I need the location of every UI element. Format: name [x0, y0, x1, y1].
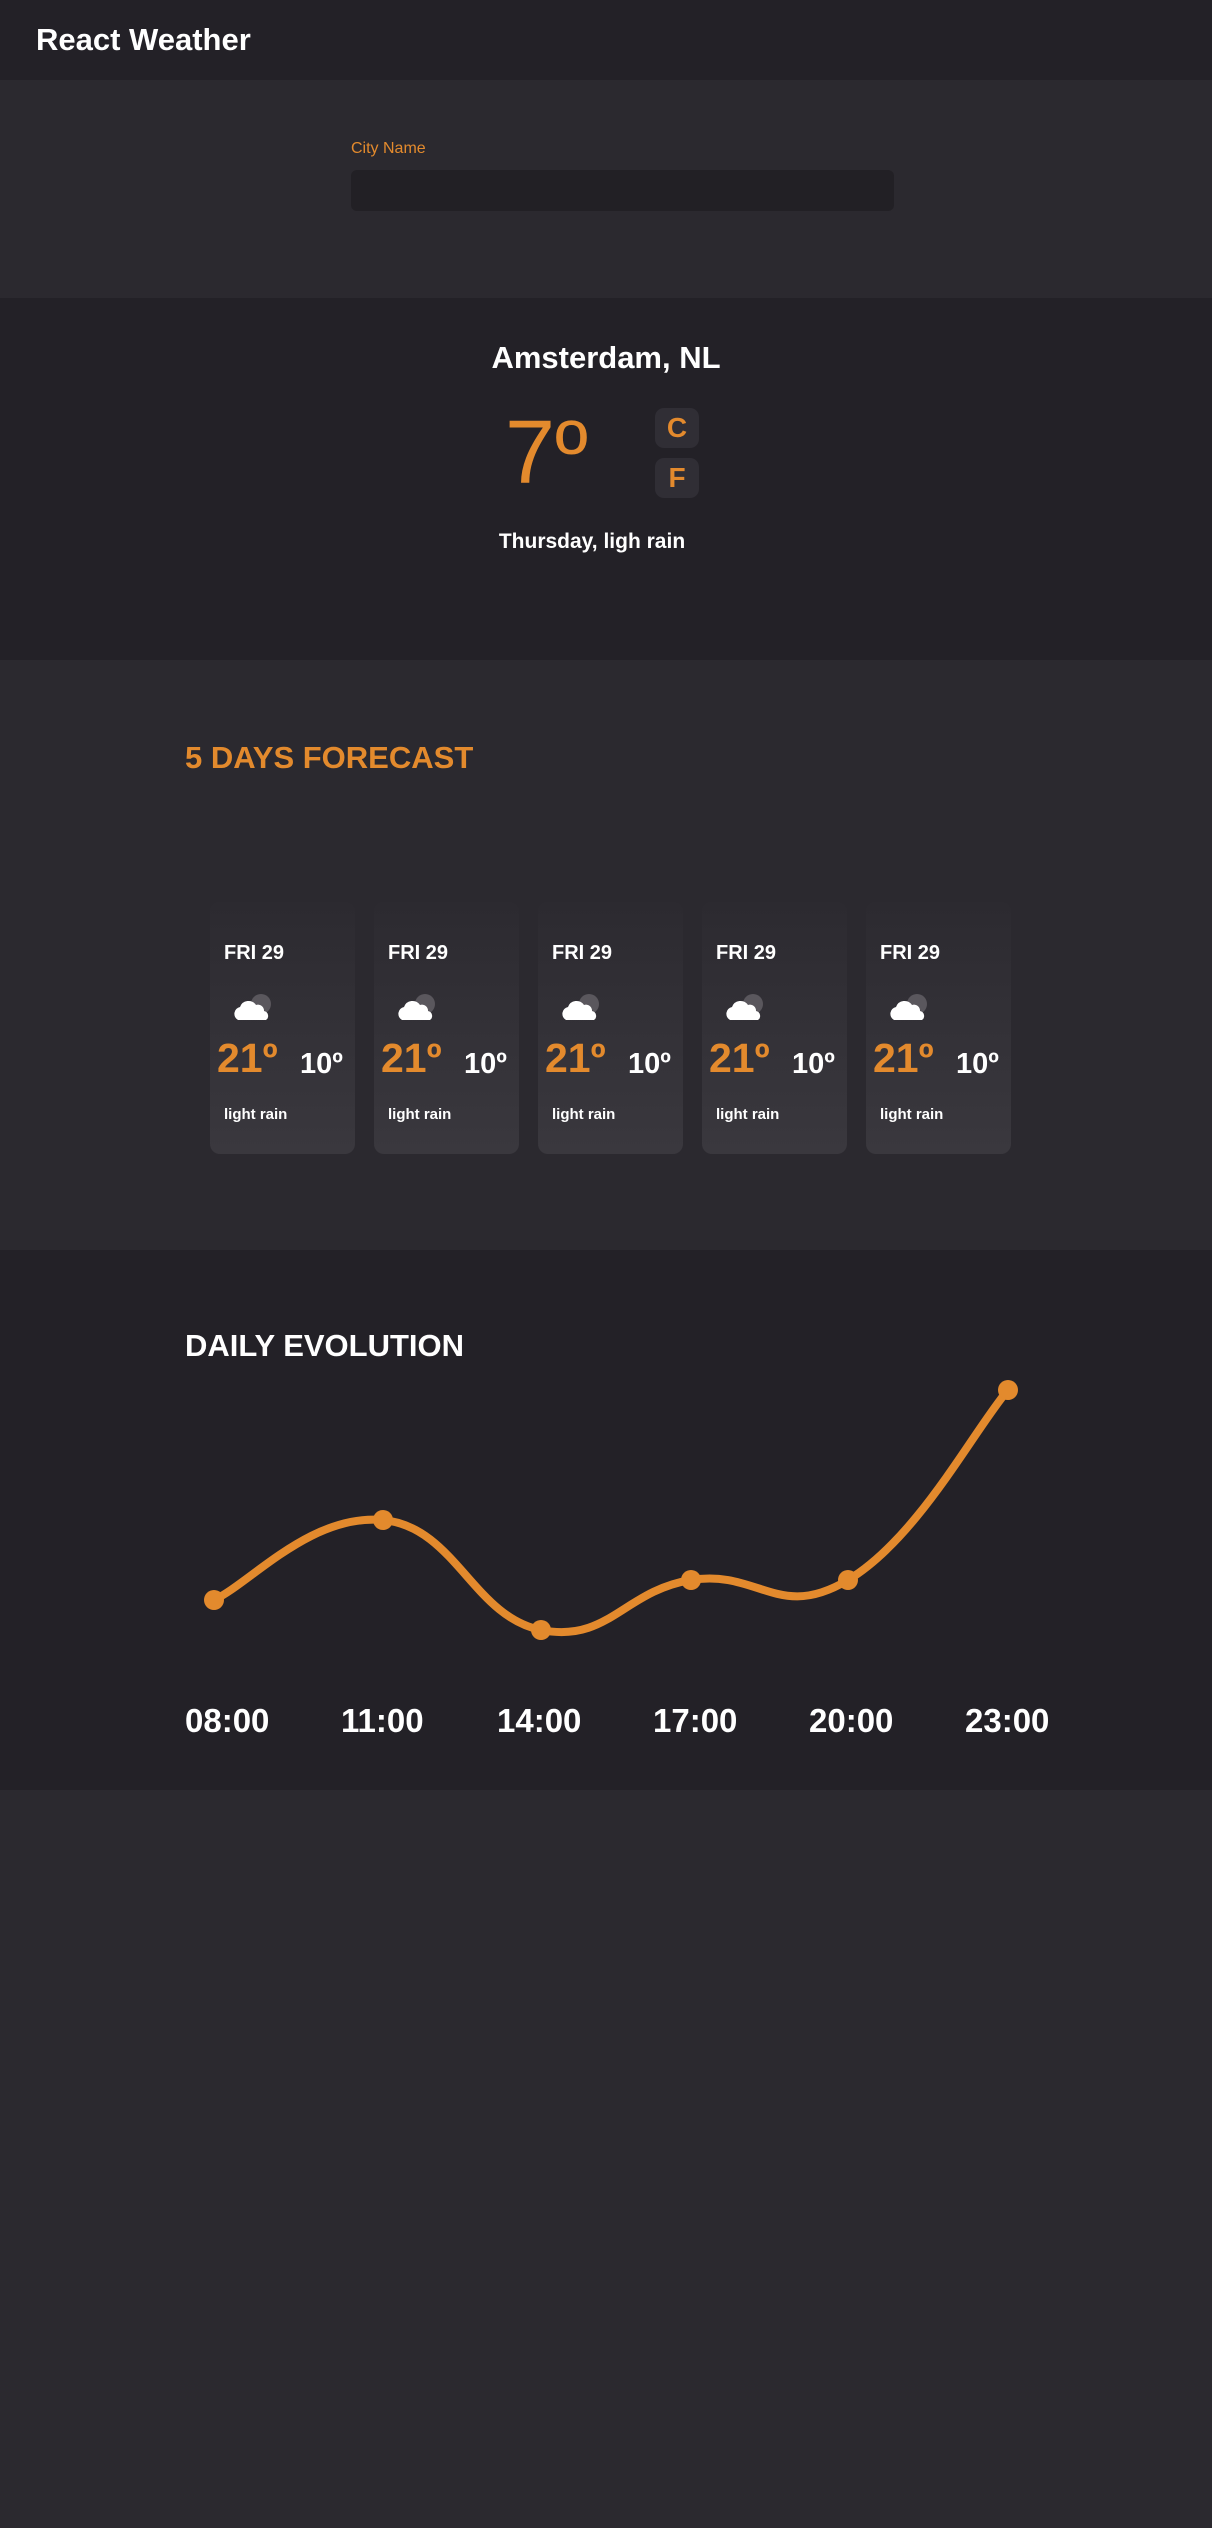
forecast-min-temp: 10º: [792, 1048, 835, 1080]
forecast-max-temp: 21º: [381, 1035, 442, 1081]
current-temperature: 7º: [505, 403, 588, 503]
forecast-description: light rain: [716, 1106, 780, 1123]
app-header: React Weather: [0, 0, 1212, 80]
forecast-max-temp: 21º: [709, 1035, 770, 1081]
forecast-title: 5 DAYS FORECAST: [185, 740, 474, 775]
forecast-min-temp: 10º: [628, 1048, 671, 1080]
forecast-section: 5 DAYS FORECAST FRI 29 21º 10º light rai…: [0, 660, 1212, 1250]
data-point: [373, 1510, 393, 1530]
search-section: City Name: [0, 80, 1212, 298]
evolution-title: DAILY EVOLUTION: [185, 1328, 465, 1363]
x-tick-label: 08:00: [185, 1702, 270, 1739]
current-weather: Amsterdam, NL 7º C F Thursday, ligh rain: [0, 298, 1212, 660]
daily-evolution-section: DAILY EVOLUTION 08:00 11:00 14:00 17:00 20:0…: [0, 1250, 1212, 1790]
forecast-day: FRI 29: [388, 942, 449, 964]
cloud-icon: [562, 994, 599, 1020]
cloud-icon: [890, 994, 927, 1020]
forecast-min-temp: 10º: [464, 1048, 507, 1080]
forecast-description: light rain: [224, 1106, 288, 1123]
forecast-max-temp: 21º: [873, 1035, 934, 1081]
forecast-card: FRI 29 21º 10º light rain: [702, 902, 847, 1154]
forecast-min-temp: 10º: [956, 1048, 999, 1080]
forecast-description: light rain: [880, 1106, 944, 1123]
celsius-toggle-button[interactable]: C: [655, 408, 699, 448]
cloud-icon: [398, 994, 435, 1020]
cloud-icon: [234, 994, 271, 1020]
fahrenheit-toggle-button[interactable]: F: [655, 458, 699, 498]
forecast-day: FRI 29: [880, 942, 941, 964]
forecast-description: light rain: [552, 1106, 616, 1123]
current-description: Thursday, ligh rain: [498, 530, 686, 553]
data-point: [838, 1570, 858, 1590]
data-point: [998, 1380, 1018, 1400]
x-tick-label: 20:00: [809, 1702, 894, 1739]
forecast-card: FRI 29 21º 10º light rain: [210, 902, 355, 1154]
current-location: Amsterdam, NL: [491, 340, 721, 375]
data-point: [204, 1590, 224, 1610]
data-point: [531, 1620, 551, 1640]
x-tick-label: 17:00: [653, 1702, 738, 1739]
forecast-max-temp: 21º: [217, 1035, 278, 1081]
forecast-max-temp: 21º: [545, 1035, 606, 1081]
forecast-day: FRI 29: [224, 942, 285, 964]
city-name-label: City Name: [351, 140, 426, 157]
forecast-day: FRI 29: [552, 942, 613, 964]
app-title: React Weather: [36, 22, 251, 57]
x-tick-label: 23:00: [965, 1702, 1050, 1739]
forecast-card: FRI 29 21º 10º light rain: [374, 902, 519, 1154]
daily-evolution-chart: [204, 1380, 1018, 1640]
city-name-input[interactable]: [351, 170, 894, 211]
series-line: [210, 1386, 1012, 1636]
x-tick-label: 11:00: [341, 1702, 424, 1739]
data-point: [681, 1570, 701, 1590]
cloud-icon: [726, 994, 763, 1020]
forecast-description: light rain: [388, 1106, 452, 1123]
forecast-min-temp: 10º: [300, 1048, 343, 1080]
forecast-card: FRI 29 21º 10º light rain: [538, 902, 683, 1154]
forecast-day: FRI 29: [716, 942, 777, 964]
x-tick-label: 14:00: [497, 1702, 582, 1739]
forecast-card: FRI 29 21º 10º light rain: [866, 902, 1011, 1154]
